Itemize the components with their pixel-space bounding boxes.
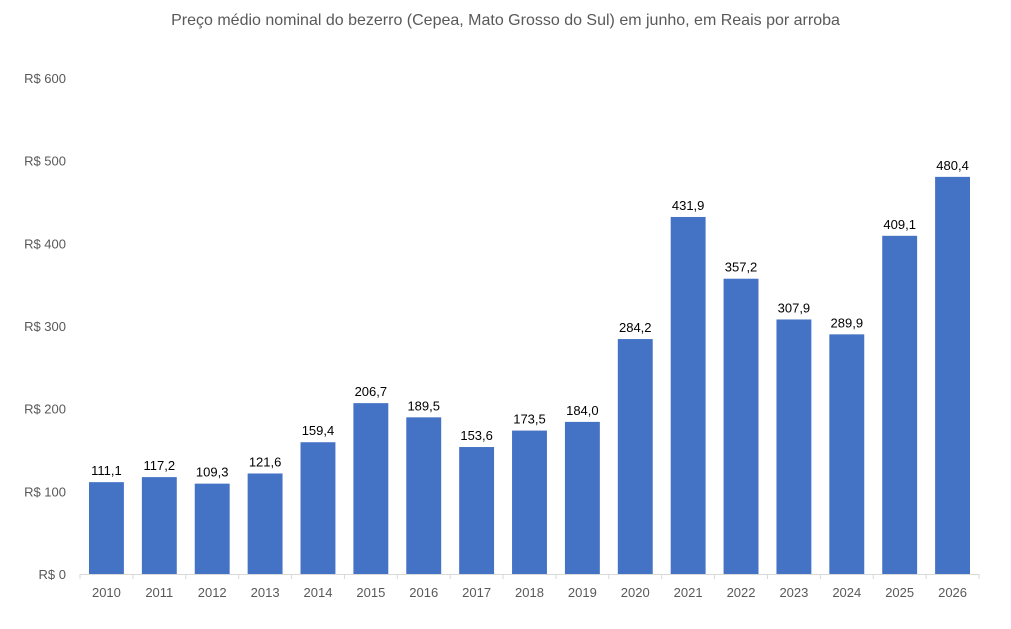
x-tick-label: 2012	[198, 585, 227, 600]
bar	[670, 216, 706, 575]
y-tick-label: R$ 600	[24, 71, 66, 86]
x-tick-label: 2015	[356, 585, 385, 600]
x-tick-label: 2022	[727, 585, 756, 600]
bar	[564, 421, 600, 574]
y-tick-label: R$ 300	[24, 319, 66, 334]
data-label: 153,6	[460, 428, 493, 443]
data-label: 121,6	[249, 454, 282, 469]
data-label: 184,0	[566, 403, 599, 418]
y-tick-label: R$ 400	[24, 236, 66, 251]
data-label: 480,4	[936, 158, 969, 173]
bar	[406, 417, 442, 574]
data-label: 307,9	[778, 300, 811, 315]
data-label: 111,1	[91, 463, 122, 478]
x-tick-label: 2010	[92, 585, 121, 600]
y-tick-label: R$ 500	[24, 154, 66, 169]
x-tick-label: 2016	[409, 585, 438, 600]
x-tick-label: 2020	[621, 585, 650, 600]
data-label: 159,4	[302, 423, 335, 438]
x-tick-label: 2021	[674, 585, 703, 600]
x-tick-label: 2023	[779, 585, 808, 600]
data-label: 206,7	[355, 384, 388, 399]
x-tick-label: 2026	[938, 585, 967, 600]
x-tick-label: 2024	[832, 585, 861, 600]
data-label: 357,2	[725, 260, 758, 275]
x-tick-label: 2019	[568, 585, 597, 600]
x-tick-label: 2017	[462, 585, 491, 600]
data-label: 289,9	[831, 315, 864, 330]
bar	[141, 477, 177, 574]
chart-title: Preço médio nominal do bezerro (Cepea, M…	[171, 12, 840, 29]
data-label: 109,3	[196, 465, 229, 480]
bar	[194, 483, 230, 574]
bar	[300, 442, 336, 574]
bar	[617, 339, 653, 574]
y-tick-label: R$ 200	[24, 402, 66, 417]
bar	[247, 473, 283, 574]
bar	[935, 176, 971, 575]
x-tick-label: 2014	[304, 585, 333, 600]
data-label: 284,2	[619, 320, 652, 335]
bar	[723, 278, 759, 574]
data-label: 409,1	[883, 217, 916, 232]
bar	[776, 319, 812, 574]
bar	[459, 447, 495, 574]
data-label: 431,9	[672, 198, 705, 213]
data-label: 117,2	[144, 458, 176, 473]
x-tick-label: 2025	[885, 585, 914, 600]
y-tick-label: R$ 100	[24, 484, 66, 499]
bar	[829, 334, 865, 574]
data-label: 173,5	[513, 412, 546, 427]
x-tick-label: 2011	[145, 585, 173, 600]
bar	[88, 482, 124, 574]
data-label: 189,5	[407, 398, 440, 413]
bar	[882, 235, 918, 574]
x-tick-label: 2013	[251, 585, 280, 600]
bar	[353, 403, 389, 574]
x-tick-label: 2018	[515, 585, 544, 600]
y-tick-label: R$ 0	[39, 567, 66, 582]
bar	[512, 430, 547, 574]
